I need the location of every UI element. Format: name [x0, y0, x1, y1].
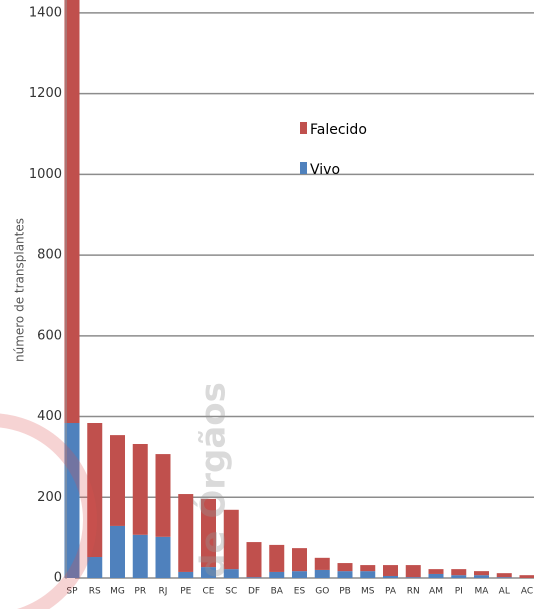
x-tick-label: GO [315, 587, 329, 597]
x-tick-label: RN [407, 587, 420, 597]
x-tick-label: ES [294, 587, 306, 597]
bar-segment [155, 454, 171, 537]
legend-label: Vivo [310, 162, 340, 178]
bar-segment [132, 443, 148, 535]
bar-segment [223, 569, 239, 578]
y-tick-label: 0 [54, 571, 62, 586]
bar-segment [132, 534, 148, 578]
x-tick-label: PA [385, 587, 397, 597]
bar-segment [474, 571, 489, 576]
bar-segment [110, 525, 125, 578]
x-tick-label: SC [225, 587, 237, 597]
bar-segment [428, 573, 444, 578]
bar-segment [519, 575, 534, 578]
bar-segment [110, 435, 125, 526]
bar-segment [314, 569, 330, 578]
x-tick-label: PB [339, 587, 351, 597]
x-tick-label: RJ [159, 587, 168, 597]
y-tick-label: 1400 [29, 5, 62, 20]
bar-segment [87, 423, 103, 558]
plot-area [64, 0, 534, 579]
bar-segment [383, 565, 398, 576]
bar-segment [292, 548, 307, 572]
legend-swatch [300, 122, 307, 134]
legend-label: Falecido [310, 122, 367, 138]
bar-segment [292, 571, 307, 578]
legend-swatch [300, 162, 307, 174]
x-tick-label: CE [203, 587, 215, 597]
bar-segment [223, 509, 239, 570]
x-tick-label: PE [180, 587, 191, 597]
bar-segment [269, 544, 285, 572]
x-tick-label: DF [248, 587, 260, 597]
x-tick-label: PI [455, 587, 463, 597]
bar-segment [64, 423, 80, 578]
bar-segment [246, 542, 262, 578]
bar-segment [428, 569, 444, 574]
bar-segment [474, 575, 489, 578]
bar-segment [201, 567, 216, 578]
y-tick-label: 1200 [29, 86, 62, 101]
bar-segment [337, 571, 353, 578]
bar-segment [451, 575, 467, 578]
y-tick-label: 1000 [29, 167, 62, 182]
bar-segment [360, 565, 376, 572]
bar-segment [451, 569, 467, 576]
bar-segment [360, 571, 376, 578]
bar-segment [314, 557, 330, 570]
y-tick-label: 600 [37, 328, 62, 343]
y-tick-label: 400 [37, 409, 62, 424]
bar-segment [337, 563, 353, 572]
x-tick-label: MS [361, 587, 375, 597]
bar-segment [269, 571, 285, 578]
x-tick-label: MA [475, 587, 490, 597]
x-tick-label: MG [110, 587, 125, 597]
x-tick-label: SP [66, 587, 78, 597]
bar-segment [64, 0, 80, 424]
y-tick-label: 800 [37, 248, 62, 263]
bar-segment [496, 573, 512, 578]
bar-segment [155, 536, 171, 578]
bar-segment [496, 577, 512, 578]
x-tick-label: AL [499, 587, 510, 597]
bar-segment [178, 571, 194, 578]
watermark-ring [0, 413, 97, 609]
bar-segment [201, 498, 216, 568]
x-tick-label: BA [271, 587, 284, 597]
x-tick-label: AM [429, 587, 443, 597]
bar-segment [405, 577, 421, 578]
bar-segment [246, 577, 262, 578]
x-tick-label: RS [89, 587, 101, 597]
bar-segment [383, 575, 398, 578]
x-tick-label: AC [521, 587, 533, 597]
bar-segment [87, 557, 103, 578]
watermark: de Órgãos [193, 382, 234, 578]
y-axis-label: número de transplantes [13, 218, 27, 362]
y-tick-label: 200 [37, 490, 62, 505]
bar-segment [178, 494, 194, 572]
x-tick-label: PR [134, 587, 146, 597]
bar-segment [405, 565, 421, 578]
